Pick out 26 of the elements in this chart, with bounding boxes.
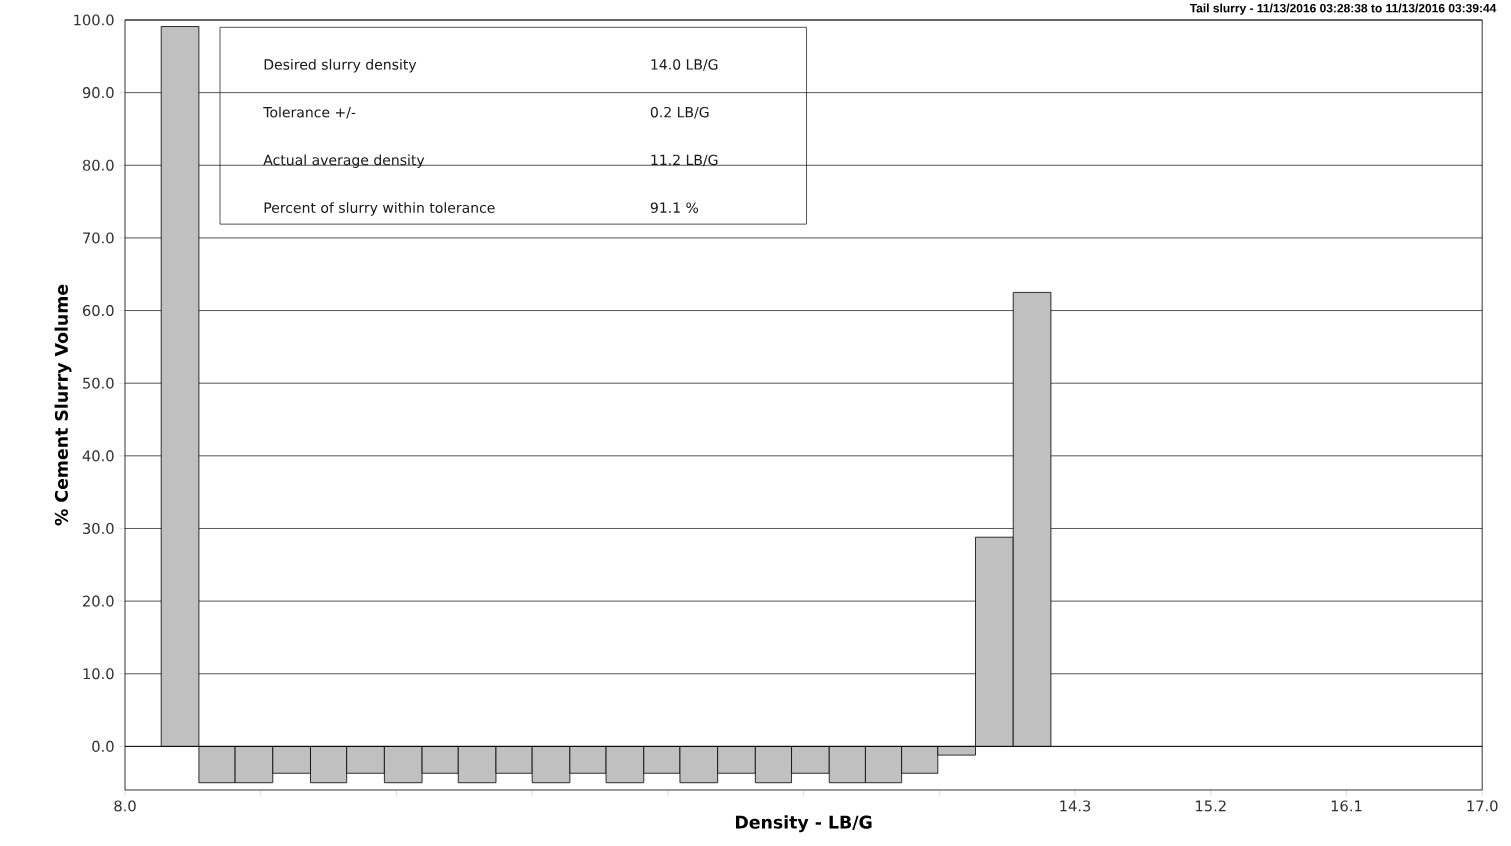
y-tick-label: 80.0 [82, 159, 114, 171]
x-tick-label: 15.2 [1196, 800, 1226, 812]
y-tick-label: 100.0 [74, 14, 114, 26]
annotation: 14.0 LB/G [651, 59, 718, 71]
x-tick-label: 16.1 [1331, 800, 1362, 812]
x-axis-title: Density - LB/G [735, 815, 872, 833]
y-tick-label: 90.0 [82, 87, 114, 99]
y-tick-label: 30.0 [83, 522, 114, 535]
x-tick-label: 14.3 [1060, 800, 1091, 812]
y-tick-label: 40.0 [82, 450, 114, 462]
y-tick-label: 60.0 [82, 305, 114, 317]
annotation: Tolerance +/- [263, 106, 356, 119]
y-tick-label: 20.0 [83, 595, 114, 607]
chart-title: Tail slurry - 11/13/2016 03:28:38 to 11/13/2016 03:39:44 [1189, 3, 1497, 15]
y-tick-label: 70.0 [83, 232, 114, 244]
annotation: Percent of slurry within tolerance [264, 202, 495, 216]
x-tick-label: 8.0 [114, 800, 136, 812]
x-tick-label: 17.0 [1467, 800, 1498, 812]
annotation: Desired slurry density [264, 58, 417, 73]
annotation: 0.2 LB/G [650, 106, 709, 119]
y-tick-label: 0.0 [92, 740, 114, 752]
y-tick-label: 50.0 [83, 377, 114, 389]
annotation: 91.1 % [650, 202, 699, 213]
annotation: 11.2 LB/G [651, 154, 718, 167]
y-axis-title: % Cement Slurry Volume [54, 284, 72, 526]
y-tick-label: 10.0 [83, 668, 114, 680]
